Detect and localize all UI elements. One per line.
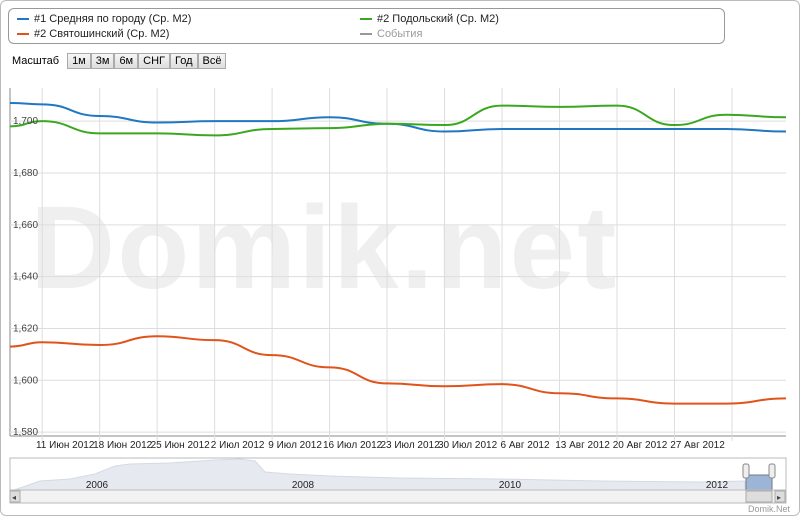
x-tick-label: 25 Июн 2012 <box>151 440 211 451</box>
legend-swatch <box>17 33 29 35</box>
legend-label: События <box>377 28 423 40</box>
zoom-all-button[interactable]: Всё <box>197 53 227 69</box>
scroll-left-arrow-icon: ◂ <box>12 493 16 502</box>
zoom-year-button[interactable]: Год <box>169 53 198 69</box>
legend-swatch <box>360 33 372 35</box>
x-tick-label: 23 Июл 2012 <box>380 440 440 451</box>
navigator-year-label: 2010 <box>499 480 522 491</box>
y-tick-label: 1,700 <box>13 116 38 127</box>
navigator-year-label: 2006 <box>86 480 109 491</box>
zoom-3m-button[interactable]: 3м <box>90 53 115 69</box>
scrollbar-track[interactable] <box>9 489 787 504</box>
x-tick-label: 18 Июн 2012 <box>93 440 153 451</box>
legend-swatch <box>17 18 29 20</box>
x-tick-label: 6 Авг 2012 <box>501 440 550 451</box>
credit-label: Domik.Net <box>748 504 791 514</box>
x-tick-label: 13 Авг 2012 <box>555 440 610 451</box>
navigator-year-label: 2012 <box>706 480 729 491</box>
x-tick-label: 30 Июл 2012 <box>438 440 498 451</box>
zoom-6m-button[interactable]: 6м <box>114 53 139 69</box>
legend-item-svyatoshinsky[interactable]: #2 Святошинский (Ср. М2) <box>17 28 169 40</box>
zoom-selector: Масштаб 1м 3м 6м СНГ Год Всё <box>12 53 227 69</box>
navigator-series-area <box>13 458 746 491</box>
legend: #1 Средняя по городу (Ср. М2) #2 Святоши… <box>8 8 725 44</box>
scroll-right-arrow-icon: ▸ <box>777 493 781 502</box>
y-tick-label: 1,640 <box>13 272 38 283</box>
x-tick-label: 9 Июл 2012 <box>268 440 322 451</box>
zoom-label: Масштаб <box>12 55 60 67</box>
series-line-2[interactable] <box>9 335 787 405</box>
navigator-left-handle[interactable] <box>742 463 750 479</box>
y-tick-label: 1,600 <box>13 375 38 386</box>
zoom-ytd-button[interactable]: СНГ <box>138 53 170 69</box>
series-line-1[interactable] <box>9 104 787 137</box>
x-tick-label: 27 Авг 2012 <box>670 440 725 451</box>
legend-label: #2 Святошинский (Ср. М2) <box>34 28 170 40</box>
legend-label: #1 Средняя по городу (Ср. М2) <box>34 13 192 25</box>
y-tick-label: 1,620 <box>13 323 38 334</box>
x-tick-label: 16 Июл 2012 <box>323 440 383 451</box>
legend-label: #2 Подольский (Ср. М2) <box>377 13 499 25</box>
legend-item-events[interactable]: События <box>360 28 422 40</box>
y-tick-label: 1,680 <box>13 168 38 179</box>
series-line-0[interactable] <box>9 102 787 133</box>
legend-item-city-average[interactable]: #1 Средняя по городу (Ср. М2) <box>17 13 191 25</box>
x-tick-label: 11 Июн 2012 <box>36 440 95 451</box>
legend-item-podolsky[interactable]: #2 Подольский (Ср. М2) <box>360 13 499 25</box>
navigator[interactable]: ◂ ▸ 2006 2008 2010 2012 <box>9 457 787 504</box>
scroll-left-button[interactable] <box>9 490 21 503</box>
x-tick-label: 20 Авг 2012 <box>613 440 668 451</box>
x-tick-label: 2 Июл 2012 <box>211 440 265 451</box>
y-tick-label: 1,580 <box>13 427 38 438</box>
y-tick-label: 1,660 <box>13 220 38 231</box>
navigator-year-label: 2008 <box>292 480 315 491</box>
legend-swatch <box>360 18 372 20</box>
navigator-right-handle[interactable] <box>768 463 776 479</box>
watermark: Domik.net <box>30 182 619 314</box>
scrollbar-thumb[interactable] <box>745 490 773 503</box>
navigator-selected-range[interactable] <box>745 474 773 491</box>
scroll-right-button[interactable] <box>774 490 786 503</box>
zoom-1m-button[interactable]: 1м <box>67 53 91 69</box>
